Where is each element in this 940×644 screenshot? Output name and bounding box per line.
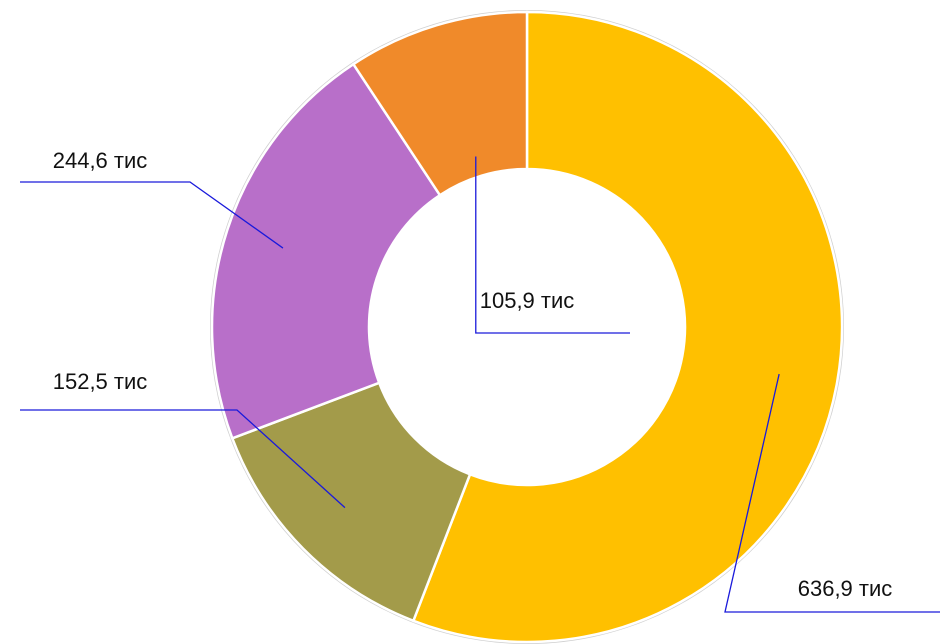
leader-line: [20, 181, 284, 249]
donut-slice: [411, 10, 844, 644]
donut-slice: [230, 381, 472, 623]
data-label: 152,5 тис: [53, 369, 148, 394]
data-label: 244,6 тис: [53, 148, 148, 173]
leader-line: [475, 156, 630, 334]
leader-line: [20, 409, 346, 509]
leader-line: [724, 373, 940, 613]
donut-slice: [351, 10, 529, 197]
donut-slice: [210, 62, 442, 440]
data-label: 105,9 тис: [480, 288, 575, 313]
data-label: 636,9 тис: [798, 576, 893, 601]
